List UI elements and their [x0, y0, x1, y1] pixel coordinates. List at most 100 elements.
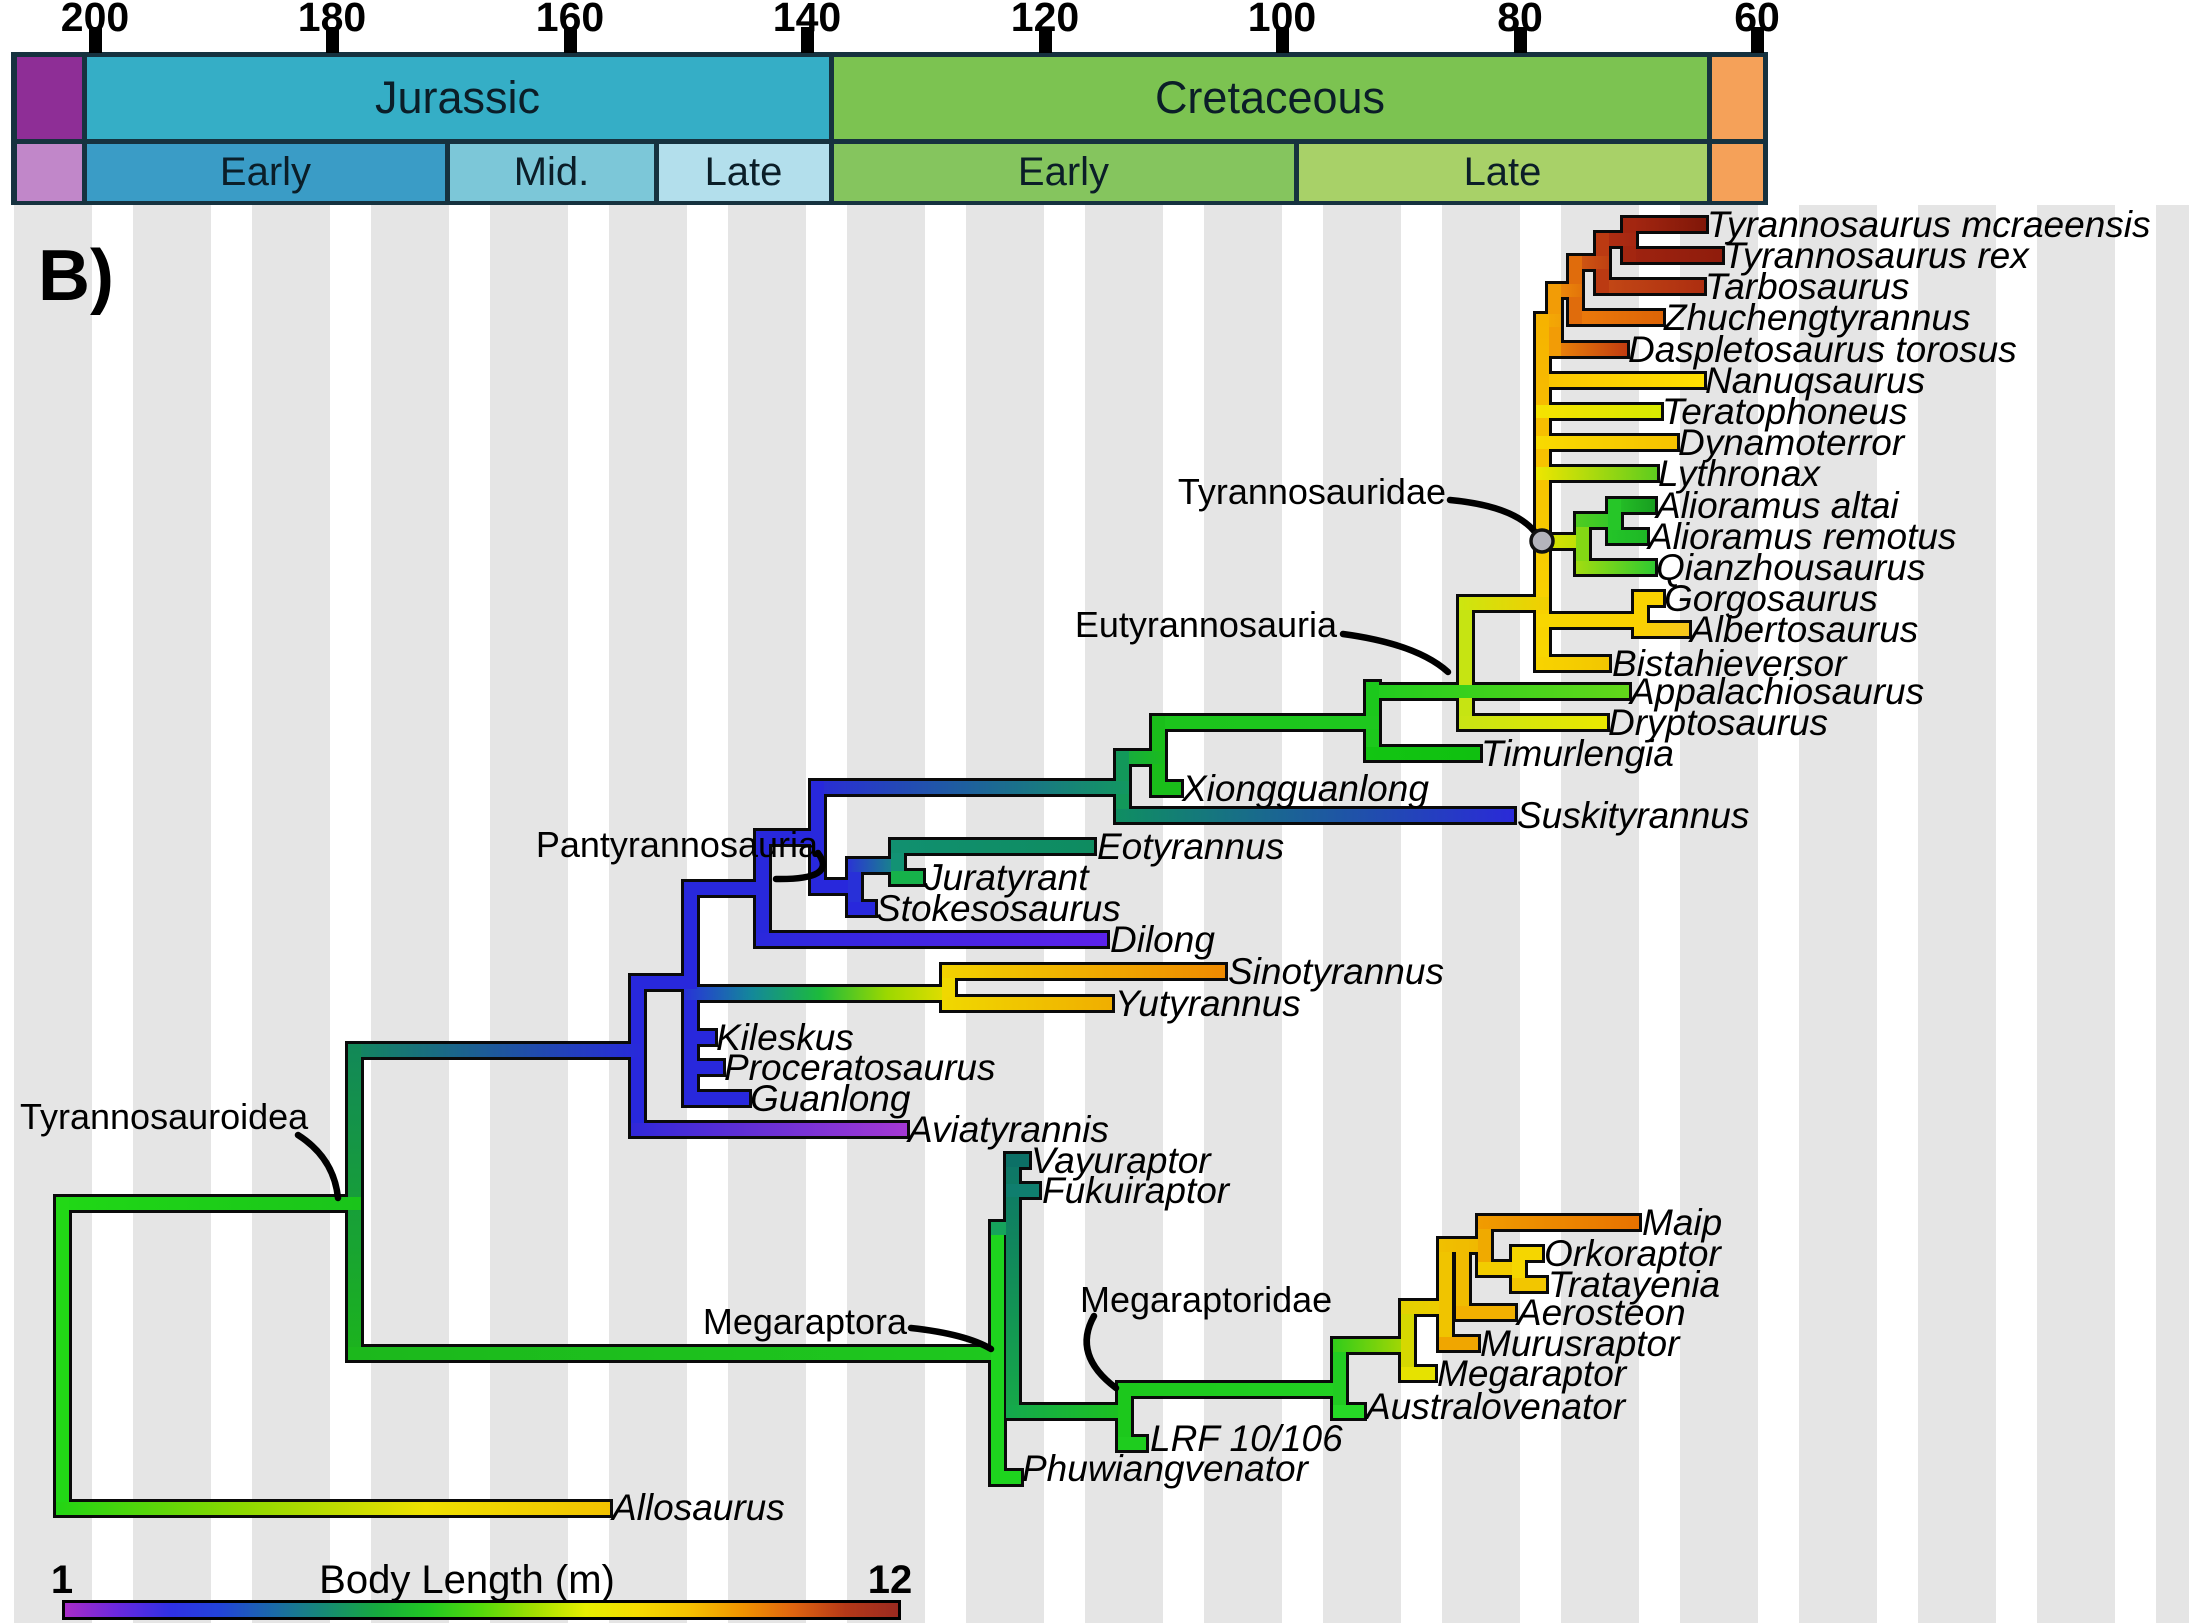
branch-segment	[1458, 596, 1549, 610]
taxon-label: Aerosteon	[1517, 1292, 1686, 1333]
taxon-label: Qianzhousaurus	[1656, 547, 1926, 588]
branch-segment	[755, 932, 1107, 946]
branch-segment	[1458, 715, 1607, 729]
clade-pointer	[772, 849, 827, 883]
branch-segment	[1535, 435, 1677, 449]
taxon-label: Alioramus remotus	[1648, 516, 1957, 557]
taxon-label: Megaraptor	[1437, 1353, 1627, 1394]
branch-segment	[1511, 1277, 1546, 1291]
taxon-label: Bistahieversor	[1612, 643, 1847, 684]
tyrannosauridae-node-marker	[1529, 528, 1555, 554]
taxon-label: Maip	[1642, 1202, 1723, 1243]
branch-segment	[1477, 1215, 1639, 1229]
branch-segment	[683, 1030, 715, 1044]
branch-segment	[1547, 342, 1627, 356]
clade-pointer	[1446, 496, 1539, 536]
gridline-stripe	[609, 205, 687, 1623]
branch-segment	[1438, 1336, 1478, 1350]
taxon-label: Tratayenia	[1548, 1264, 1721, 1305]
branch-segment	[1332, 1338, 1346, 1418]
taxon-label: Gorgosaurus	[1664, 578, 1878, 619]
branch-segment	[1622, 217, 1706, 231]
axis-tick-label: 100	[1247, 0, 1317, 40]
branch-segment	[1535, 466, 1657, 480]
branch-segment	[683, 881, 769, 895]
taxon-label: Albertosaurus	[1690, 609, 1919, 650]
middle-jurassic-cell: Mid.	[449, 143, 654, 201]
branch-segment	[55, 1196, 361, 1210]
taxon-label: Orkoraptor	[1544, 1233, 1721, 1274]
clade-label: Eutyrannosauria	[1074, 604, 1337, 645]
taxon-label: Dynamoterror	[1678, 422, 1905, 463]
axis-tick-label: 60	[1734, 0, 1780, 40]
branch-segment	[55, 1501, 610, 1515]
axis-tick	[563, 27, 577, 53]
timescale-cell-label: Cretaceous	[1154, 71, 1386, 123]
branch-segment	[1595, 279, 1704, 293]
clade-pointer	[294, 1131, 342, 1202]
branch-segment	[847, 858, 904, 872]
branch-segment	[1005, 1183, 1039, 1197]
axis-tick	[1038, 27, 1052, 53]
legend-min-label: 1	[50, 1558, 74, 1602]
taxon-label: Alioramus altai	[1656, 485, 1899, 526]
gridline-stripe	[371, 205, 449, 1623]
branch-segment	[55, 1196, 69, 1515]
timescale-cell-label: Late	[1463, 149, 1542, 194]
taxon-label: Stokesosaurus	[876, 888, 1121, 929]
taxon-label: Kileskus	[716, 1017, 854, 1058]
taxon-label: Sinotyrannus	[1228, 951, 1444, 992]
branch-segment	[683, 986, 955, 1000]
timescale-cell-label: Jurassic	[374, 71, 541, 123]
branch-segment	[1151, 715, 1379, 729]
early-jurassic-cell: Early	[86, 143, 445, 201]
branch-segment	[1535, 373, 1704, 387]
panel-letter: B)	[38, 236, 114, 316]
taxon-label: Juratyrant	[924, 857, 1089, 898]
taxon-label: Appalachiosaurus	[1630, 671, 1925, 712]
branch-segment	[1005, 1404, 1131, 1418]
taxon-label: Tyrannosaurus rex	[1723, 235, 2029, 276]
clade-pointer	[907, 1324, 995, 1353]
triassic-cell	[16, 56, 82, 139]
taxon-label: Dryptosaurus	[1608, 702, 1829, 743]
late-cretaceous-cell: Late	[1298, 143, 1707, 201]
taxon-label: Nanuqsaurus	[1705, 360, 1926, 401]
timescale-cell-label: Mid.	[513, 149, 590, 194]
branch-segment	[1477, 1215, 1491, 1275]
branch-segment	[810, 780, 1129, 794]
branch-segment	[1117, 1382, 1346, 1396]
branch-segment	[890, 870, 923, 884]
taxon-label: Aviatyrannis	[908, 1109, 1109, 1150]
clade-label: Megaraptoridae	[1080, 1279, 1333, 1320]
axis-tick	[88, 27, 102, 53]
axis-tick	[1750, 27, 1764, 53]
taxon-label: Murusraptor	[1480, 1323, 1680, 1364]
branch-segment	[1575, 560, 1655, 574]
branch-segment	[1005, 1153, 1029, 1167]
branch-segment	[1535, 313, 1549, 670]
branch-segment	[847, 858, 861, 915]
branch-segment	[1332, 1338, 1414, 1352]
taxon-label: Suskityrannus	[1517, 795, 1750, 836]
branch-segment	[630, 1122, 907, 1136]
late-triassic-cell	[16, 143, 82, 201]
cretaceous-cell: Cretaceous	[833, 56, 1707, 139]
branch-segment	[1438, 1238, 1452, 1350]
branch-segment	[1633, 591, 1663, 605]
branch-segment	[1535, 613, 1647, 627]
gridline-stripe	[133, 205, 211, 1623]
gridline-stripe	[1442, 205, 1520, 1623]
clade-label: Megaraptora	[702, 1301, 907, 1342]
taxon-label: Dilong	[1110, 919, 1215, 960]
branch-segment	[1455, 1238, 1469, 1319]
timescale-cell-label: Late	[704, 149, 783, 194]
taxon-label: Allosaurus	[612, 1487, 785, 1528]
branch-segment	[1117, 1382, 1131, 1449]
gridline-stripe	[1799, 205, 1877, 1623]
branch-segment	[1365, 684, 1629, 698]
taxon-label: Lythronax	[1658, 453, 1820, 494]
branch-segment	[347, 1043, 644, 1057]
